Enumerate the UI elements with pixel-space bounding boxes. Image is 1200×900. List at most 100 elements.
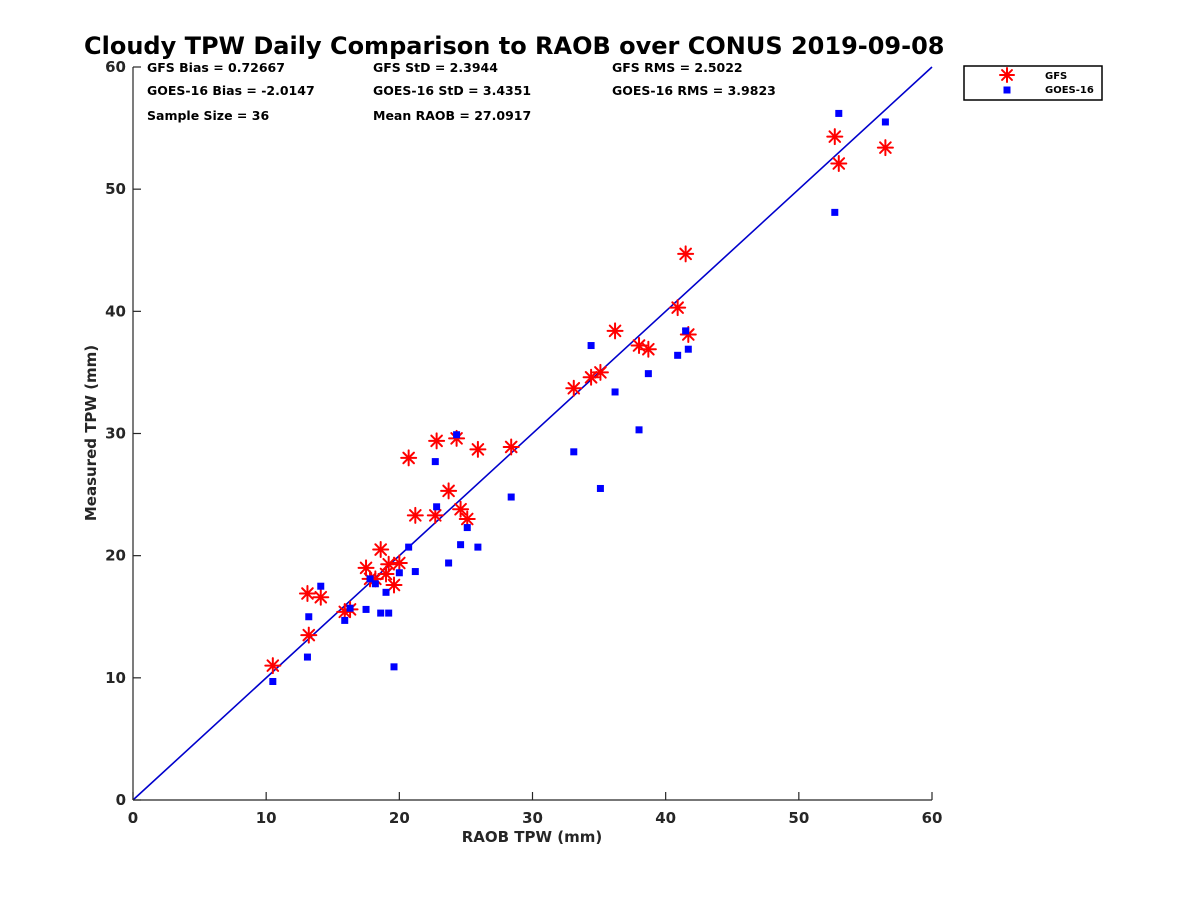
x-tick-label: 60 [922, 809, 943, 827]
goes16-point [366, 575, 374, 583]
goes16-point [317, 582, 325, 590]
stat-annotation: GOES-16 Bias = -2.0147 [147, 83, 315, 98]
gfs-point [876, 139, 894, 157]
gfs-point [669, 299, 687, 317]
gfs-point [372, 541, 390, 559]
gfs-point [377, 565, 395, 583]
goes16-point [835, 109, 843, 117]
gfs-point [502, 438, 520, 456]
goes16-point [674, 351, 682, 359]
goes16-point [269, 677, 277, 685]
legend-goes16-marker [1003, 86, 1011, 94]
tick-layer: 0 10 20 30 40 50 60 0 10 20 30 40 50 60 [105, 58, 942, 827]
goes16-point [635, 426, 643, 434]
x-tick-label: 20 [389, 809, 410, 827]
goes16-point [303, 653, 311, 661]
goes16-point [831, 208, 839, 216]
legend-gfs-asterisk [999, 67, 1015, 83]
goes16-point [395, 569, 403, 577]
goes16-point [433, 503, 441, 511]
gfs-point [469, 440, 487, 458]
goes16-points [269, 109, 889, 685]
goes16-point [457, 541, 465, 549]
legend-goes16-square [1003, 86, 1011, 94]
goes16-point [431, 458, 439, 466]
goes16-point [390, 663, 398, 671]
gfs-point [677, 245, 695, 263]
legend-gfs-marker [999, 67, 1015, 83]
legend-gfs-label: GFS [1045, 71, 1067, 82]
gfs-point [385, 576, 403, 594]
x-axis-label: RAOB TPW (mm) [462, 828, 603, 846]
goes16-point [682, 327, 690, 335]
y-tick-label: 40 [105, 302, 126, 320]
stat-annotation: GOES-16 RMS = 3.9823 [612, 83, 776, 98]
goes16-point [684, 345, 692, 353]
gfs-point [426, 506, 444, 524]
gfs-point [406, 506, 424, 524]
gfs-point [298, 585, 316, 603]
chart-title: Cloudy TPW Daily Comparison to RAOB over… [84, 32, 944, 60]
gfs-point [826, 128, 844, 146]
gfs-point [440, 482, 458, 500]
y-tick-label: 10 [105, 669, 126, 687]
y-tick-label: 60 [105, 58, 126, 76]
goes16-point [611, 388, 619, 396]
x-tick-label: 40 [655, 809, 676, 827]
goes16-point [385, 609, 393, 617]
x-tick-label: 10 [256, 809, 277, 827]
goes16-point [596, 484, 604, 492]
gfs-point [380, 555, 398, 573]
stat-annotation: GFS RMS = 2.5022 [612, 60, 743, 75]
goes16-point [362, 605, 370, 613]
stat-annotation: GFS StD = 2.3944 [373, 60, 498, 75]
legend-box [963, 65, 1103, 101]
legend-goes16-label: GOES-16 [1045, 85, 1094, 96]
gfs-point [452, 500, 470, 518]
gfs-point [312, 588, 330, 606]
gfs-point [428, 432, 446, 450]
x-tick-label: 30 [522, 809, 543, 827]
gfs-point [390, 554, 408, 572]
goes16-point [382, 588, 390, 596]
gfs-point [400, 449, 418, 467]
goes16-point [644, 370, 652, 378]
legend: GFS GOES-16 [963, 65, 1103, 101]
gfs-point [448, 429, 466, 447]
y-tick-label: 30 [105, 425, 126, 443]
goes16-point [881, 118, 889, 126]
y-axis-label: Measured TPW (mm) [82, 345, 100, 521]
stat-annotation: Mean RAOB = 27.0917 [373, 108, 531, 123]
gfs-point [458, 510, 476, 528]
stats-annotations: GFS Bias = 0.72667 GFS StD = 2.3944 GFS RM… [147, 60, 776, 123]
gfs-point [300, 626, 318, 644]
gfs-point [830, 155, 848, 173]
goes16-point [570, 448, 578, 456]
stat-annotation: GFS Bias = 0.72667 [147, 60, 285, 75]
goes16-point [371, 580, 379, 588]
goes16-point [346, 604, 354, 612]
gfs-point [591, 363, 609, 381]
gfs-point [264, 657, 282, 675]
one-to-one-line [132, 66, 933, 801]
stat-annotation: Sample Size = 36 [147, 108, 269, 123]
goes16-point [377, 609, 385, 617]
x-tick-label: 50 [788, 809, 809, 827]
stat-annotation: GOES-16 StD = 3.4351 [373, 83, 531, 98]
gfs-point [357, 559, 375, 577]
gfs-point [606, 322, 624, 340]
goes16-point [305, 613, 313, 621]
gfs-point [639, 340, 657, 358]
y-tick-label: 50 [105, 180, 126, 198]
goes16-point [474, 543, 482, 551]
goes16-point [453, 431, 461, 439]
y-tick-label: 0 [116, 791, 126, 809]
gfs-point [565, 379, 583, 397]
reference-line-layer [132, 66, 933, 801]
goes16-point [507, 493, 515, 501]
goes16-point [405, 543, 413, 551]
goes16-point [411, 568, 419, 576]
goes16-point [463, 524, 471, 532]
goes16-point [341, 616, 349, 624]
